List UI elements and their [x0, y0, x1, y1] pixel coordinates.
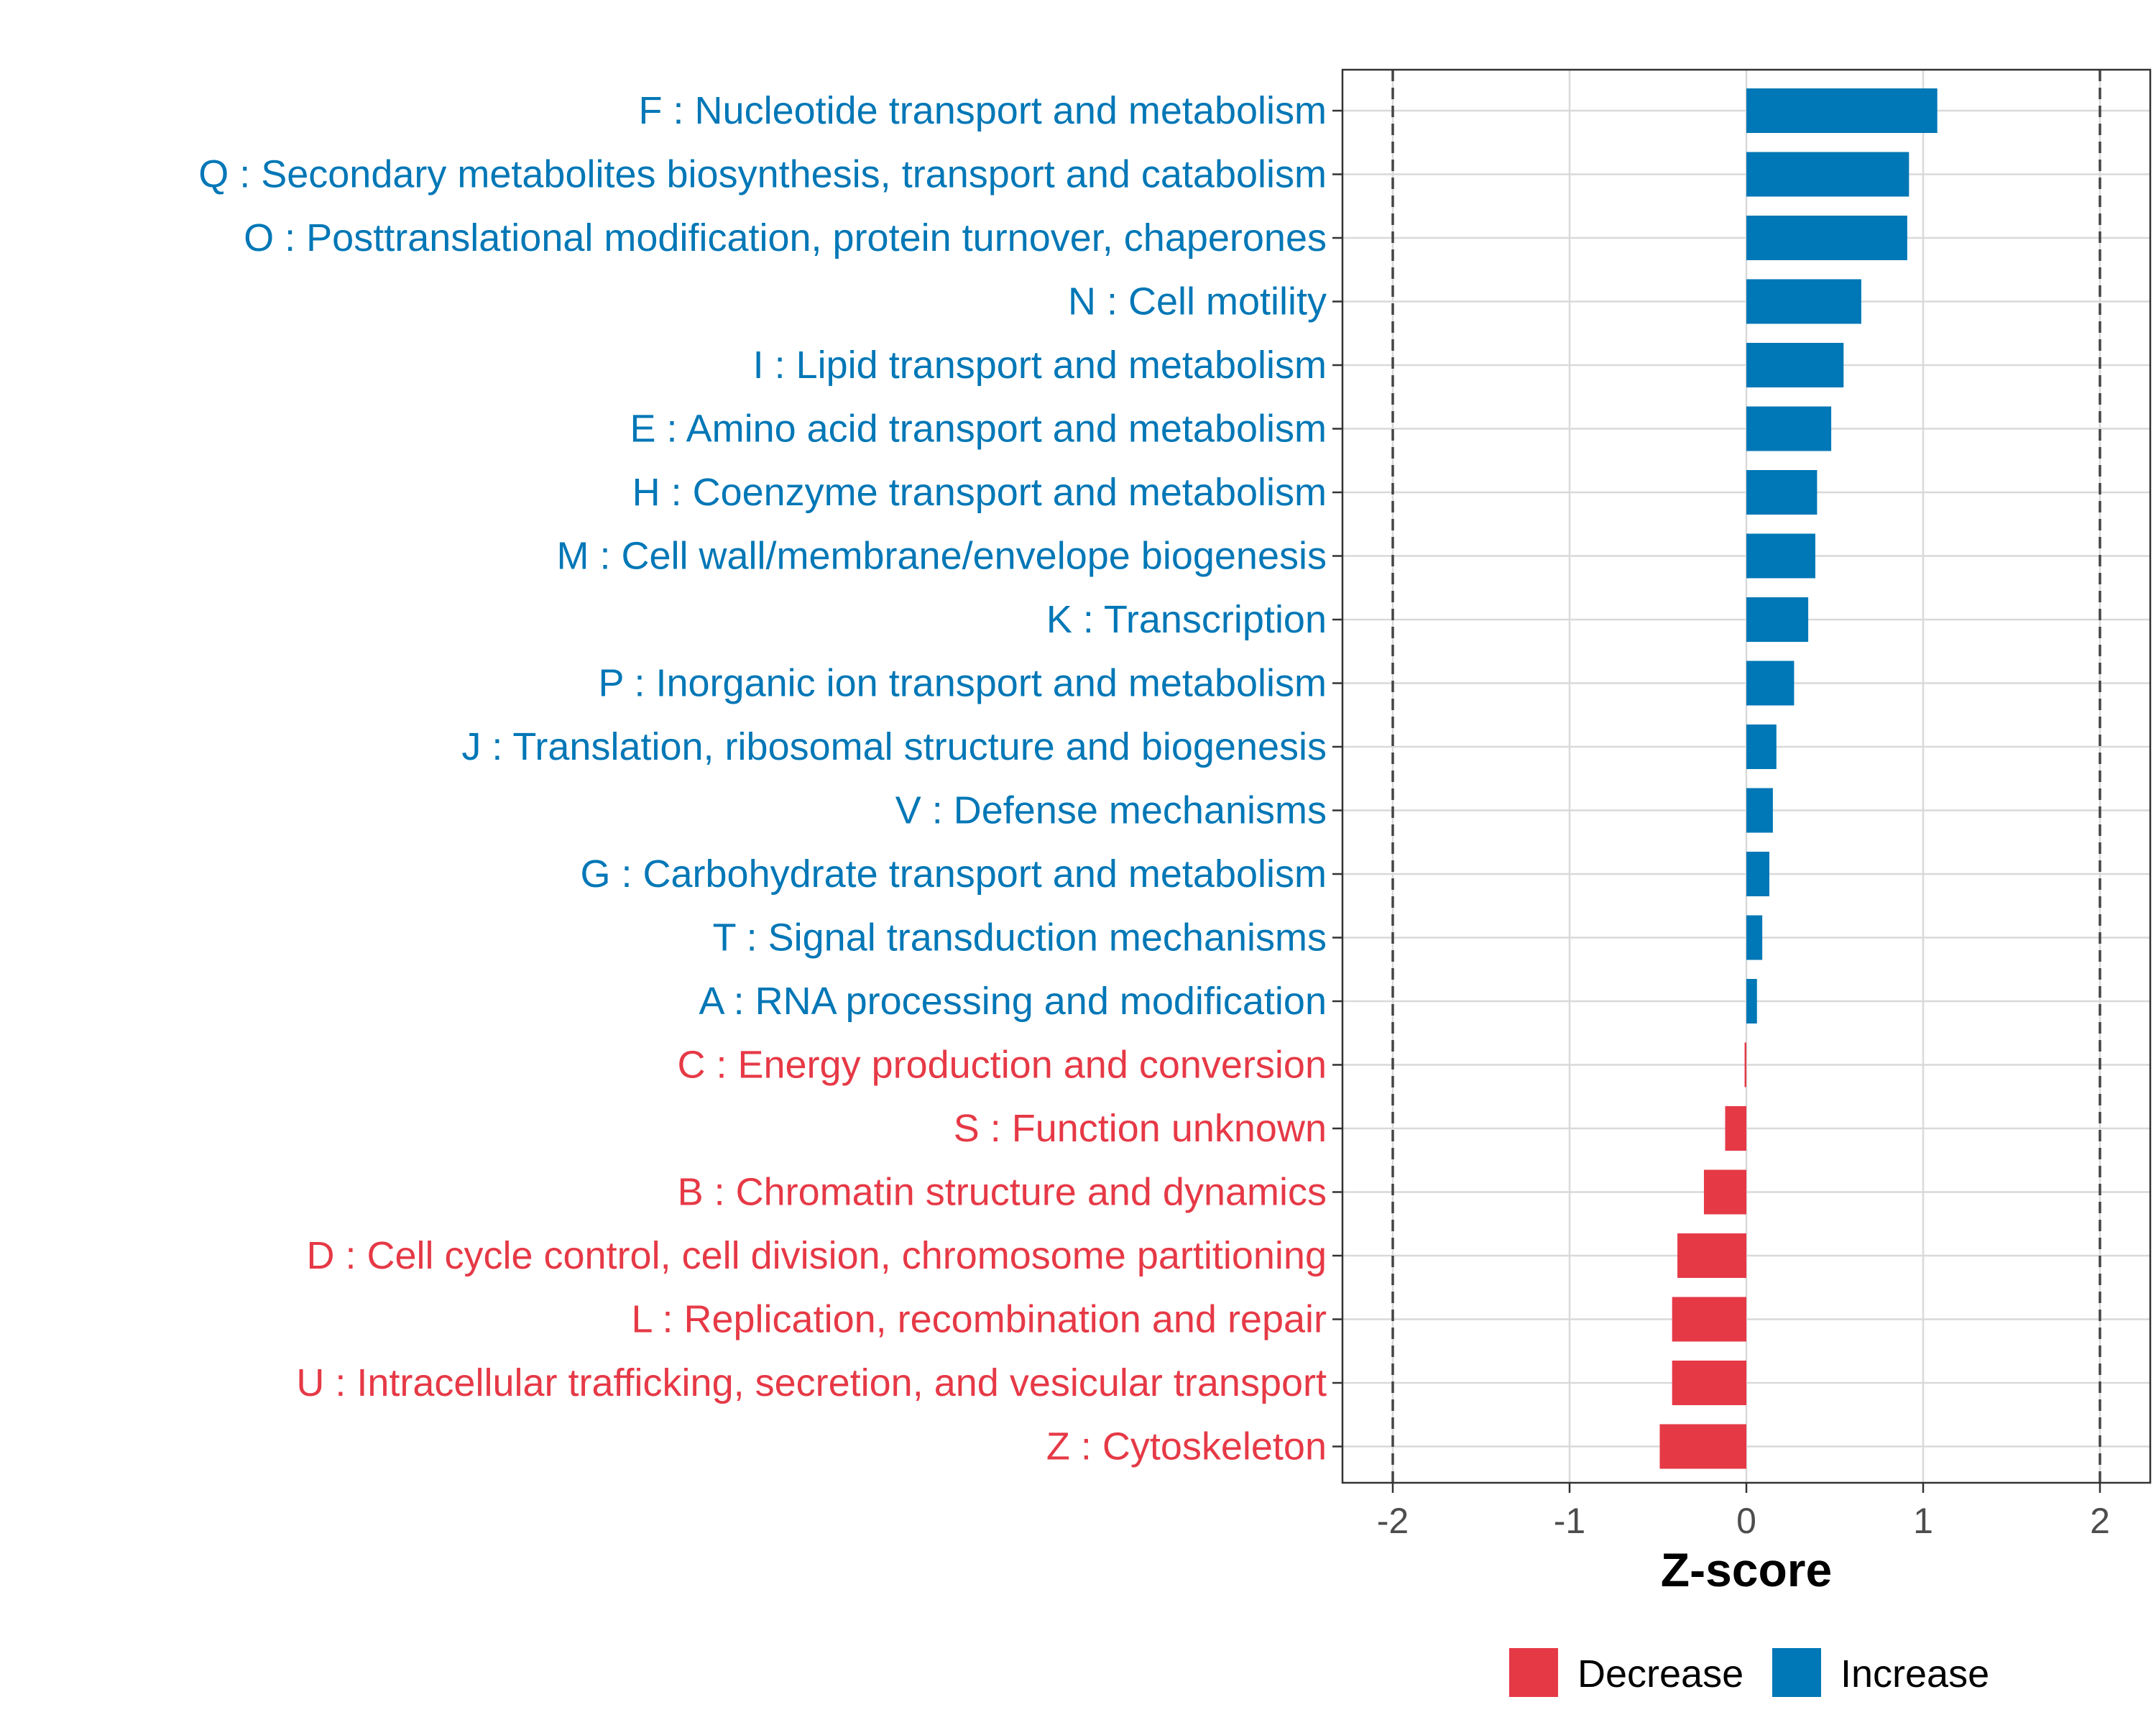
legend-swatch-increase [1772, 1648, 1821, 1697]
bar [1746, 852, 1769, 896]
category-label: C : Energy production and conversion [677, 1044, 1327, 1087]
legend-swatch-decrease [1509, 1648, 1558, 1697]
category-label: N : Cell motility [1068, 280, 1327, 323]
category-label: M : Cell wall/membrane/envelope biogenes… [556, 535, 1327, 578]
bar [1659, 1424, 1746, 1469]
bar [1703, 1169, 1746, 1215]
category-label: E : Amino acid transport and metabolism [630, 408, 1327, 451]
bar [1746, 88, 1938, 133]
category-label: Z : Cytoskeleton [1046, 1425, 1327, 1468]
category-label: L : Replication, recombination and repai… [631, 1298, 1327, 1341]
category-label: B : Chromatin structure and dynamics [678, 1171, 1327, 1214]
bar [1744, 1042, 1746, 1087]
x-tick-label: -1 [1554, 1501, 1585, 1541]
legend: Decrease Increase [1509, 1648, 1989, 1697]
bar [1746, 597, 1809, 642]
bar [1746, 406, 1832, 451]
category-label: O : Posttranslational modification, prot… [244, 216, 1327, 259]
x-axis-ticks: -2 -1 0 1 2 [1377, 1483, 2110, 1541]
category-label: F : Nucleotide transport and metabolism [639, 89, 1327, 132]
bar [1746, 915, 1763, 960]
bar [1746, 279, 1861, 324]
x-tick-label: 1 [1913, 1501, 1933, 1541]
category-label: H : Coenzyme transport and metabolism [632, 471, 1327, 514]
category-label: K : Transcription [1046, 598, 1327, 641]
bar [1746, 724, 1777, 769]
bar [1746, 152, 1909, 197]
bar [1746, 216, 1907, 260]
reference-lines [1391, 70, 2101, 1483]
bar [1725, 1106, 1746, 1151]
bar [1746, 533, 1815, 579]
x-tick-label: 0 [1736, 1501, 1756, 1541]
bar [1746, 979, 1757, 1024]
category-label: T : Signal transduction mechanisms [713, 916, 1327, 960]
bar [1746, 343, 1844, 387]
category-label: G : Carbohydrate transport and metabolis… [581, 852, 1327, 896]
legend-label-decrease: Decrease [1577, 1652, 1743, 1696]
x-axis-title: Z-score [1661, 1543, 1832, 1596]
bar [1746, 788, 1773, 833]
category-labels: F : Nucleotide transport and metabolism Q… [198, 89, 1327, 1468]
category-label: I : Lipid transport and metabolism [753, 344, 1327, 387]
bar [1672, 1361, 1746, 1405]
x-tick-label: -2 [1377, 1501, 1409, 1541]
y-axis-ticks [1332, 109, 1342, 1448]
legend-label-increase: Increase [1841, 1652, 1989, 1696]
bar [1746, 661, 1795, 706]
bar [1677, 1233, 1746, 1278]
category-label: Q : Secondary metabolites biosynthesis, … [198, 153, 1327, 196]
category-label: P : Inorganic ion transport and metaboli… [598, 662, 1327, 705]
category-label: J : Translation, ribosomal structure and… [461, 725, 1327, 768]
category-label: U : Intracellular trafficking, secretion… [296, 1361, 1327, 1404]
bar [1746, 470, 1818, 515]
bar [1672, 1297, 1746, 1342]
category-label: V : Defense mechanisms [895, 789, 1327, 832]
category-label: S : Function unknown [954, 1107, 1327, 1150]
x-tick-label: 2 [2090, 1501, 2110, 1541]
category-label: D : Cell cycle control, cell division, c… [306, 1234, 1327, 1277]
bars [1659, 88, 1938, 1469]
category-label: A : RNA processing and modification [699, 980, 1327, 1023]
